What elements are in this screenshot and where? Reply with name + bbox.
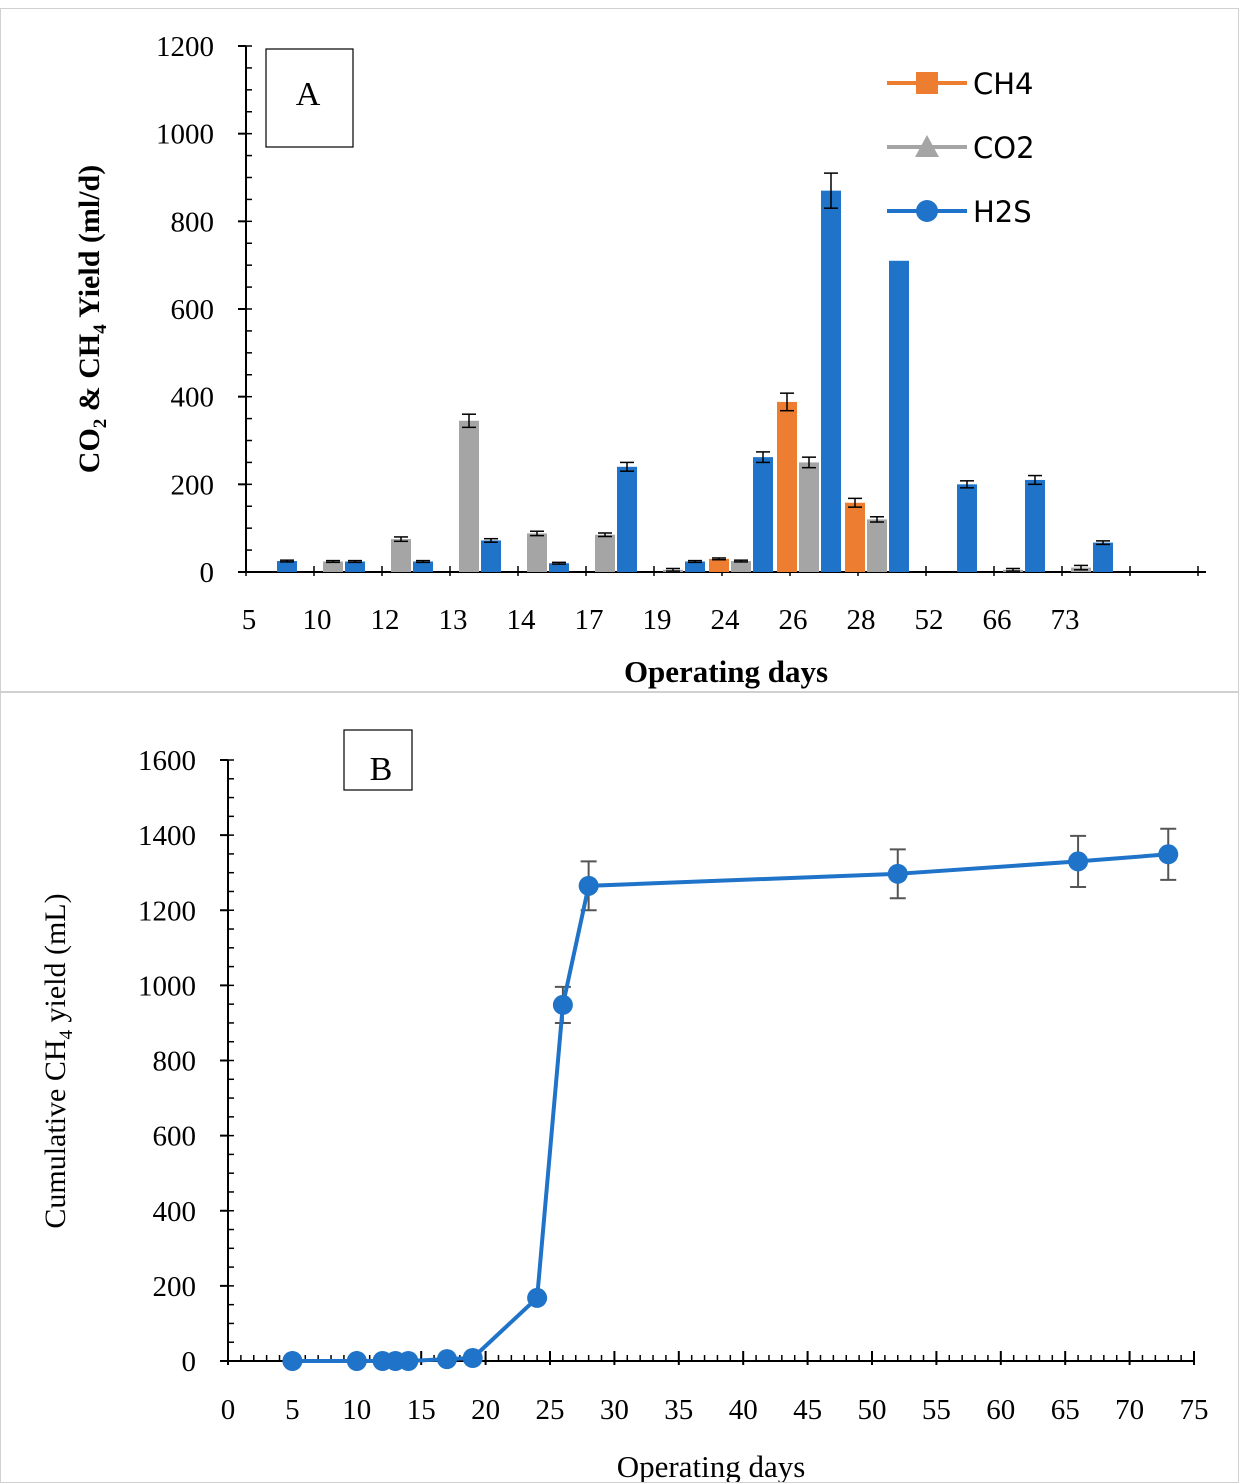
x-tick-label: 50	[858, 1394, 887, 1426]
x-tick-label: 17	[575, 604, 604, 636]
bar-ch4	[777, 401, 797, 572]
legend-marker-circle	[916, 200, 938, 222]
bar-ch4	[709, 558, 729, 572]
legend-marker-square	[916, 72, 938, 94]
x-tick-label: 25	[536, 1394, 565, 1426]
x-tick-label: 35	[664, 1394, 693, 1426]
x-tick-label: 13	[439, 604, 468, 636]
legend-label-h2s: H2S	[973, 195, 1032, 229]
bar-h2s	[549, 563, 569, 572]
x-tick-label: 66	[983, 604, 1012, 636]
x-tick-label: 15	[407, 1394, 436, 1426]
x-tick-label: 20	[471, 1394, 500, 1426]
bar-h2s	[413, 561, 433, 572]
legend-marker-triangle	[915, 135, 939, 157]
data-point	[527, 1287, 548, 1308]
y-tick-label: 600	[171, 294, 215, 326]
x-tick-label: 55	[922, 1394, 951, 1426]
x-tick-label: 65	[1051, 1394, 1080, 1426]
y-tick-label: 400	[153, 1196, 197, 1228]
y-tick-label: 1000	[156, 119, 214, 151]
data-point	[1068, 851, 1089, 872]
bar-h2s	[889, 260, 909, 572]
bar-co2	[731, 561, 751, 572]
y-tick-label: 0	[200, 557, 215, 589]
data-point	[282, 1351, 303, 1371]
y-tick-label: 1200	[138, 895, 196, 927]
x-tick-label: 0	[221, 1394, 236, 1426]
x-tick-label: 52	[915, 604, 944, 636]
chart-panel-b: 0 200 400 600 800 1000 1200 1400 1600 0 5 10 15 20 25 3…	[0, 692, 1239, 1483]
x-tick-label: 70	[1115, 1394, 1144, 1426]
x-tick-label: 24	[711, 604, 741, 636]
y-tick-label: 600	[153, 1121, 197, 1153]
y-tick-label: 1600	[138, 745, 196, 777]
bar-h2s	[1025, 479, 1045, 572]
x-tick-label: 5	[285, 1394, 300, 1426]
x-tick-label: 73	[1051, 604, 1080, 636]
x-tick-label: 45	[793, 1394, 822, 1426]
bar-h2s	[617, 466, 637, 572]
y-tick-label: 400	[171, 382, 215, 414]
y-tick-label: 1200	[156, 31, 214, 63]
legend-label-ch4: CH4	[973, 67, 1034, 101]
bar-co2	[799, 462, 819, 572]
bar-h2s	[821, 190, 841, 572]
data-point	[436, 1349, 457, 1370]
x-tick-label: 5	[242, 604, 257, 636]
bar-h2s	[277, 561, 297, 572]
data-point	[346, 1351, 367, 1371]
x-tick-label: 30	[600, 1394, 629, 1426]
x-tick-label: 60	[986, 1394, 1015, 1426]
y-tick-label: 0	[182, 1346, 197, 1378]
panel-label-box	[265, 48, 354, 148]
y-axis-title: CO2 & CH4 Yield (ml/d)	[73, 165, 111, 473]
bar-ch4	[845, 502, 865, 572]
y-tick-label: 1400	[138, 820, 196, 852]
panel-label-box	[343, 729, 413, 791]
y-tick-label: 1000	[138, 970, 196, 1002]
x-tick-label: 12	[371, 604, 400, 636]
bar-co2	[527, 533, 547, 572]
y-tick-label: 200	[153, 1271, 197, 1303]
bar-h2s	[1093, 542, 1113, 572]
panel-label: B	[370, 751, 393, 788]
bar-co2	[595, 534, 615, 572]
x-tick-label: 75	[1180, 1394, 1209, 1426]
bar-chart-a: 0 200 400 600 800 1000 1200 5 10 12 13 14 17 19 24 26 28…	[73, 31, 1206, 689]
x-axis-title: Operating days	[624, 654, 828, 689]
data-point	[1158, 844, 1179, 865]
bar-h2s	[481, 540, 501, 572]
panel-label: A	[296, 76, 321, 113]
y-axis-title: Cumulative CH4 yield (mL)	[39, 893, 77, 1228]
data-point	[552, 994, 573, 1015]
x-tick-label: 10	[303, 604, 332, 636]
line-chart-b: 0 200 400 600 800 1000 1200 1400 1600 0 5 10 15 20 25 3…	[39, 729, 1209, 1482]
y-tick-label: 800	[171, 206, 215, 238]
bar-h2s	[345, 561, 365, 572]
data-point	[887, 863, 908, 884]
bar-co2	[323, 561, 343, 572]
bar-h2s	[685, 561, 705, 572]
x-tick-label: 40	[729, 1394, 758, 1426]
x-tick-label: 26	[779, 604, 808, 636]
x-axis-title: Operating days	[617, 1449, 806, 1482]
data-point	[398, 1351, 419, 1371]
x-tick-label: 28	[847, 604, 876, 636]
bar-co2	[459, 420, 479, 572]
legend-label-co2: CO2	[973, 131, 1035, 165]
bar-co2	[867, 519, 887, 572]
x-tick-label: 14	[507, 604, 537, 636]
chart-panel-a: 0 200 400 600 800 1000 1200 5 10 12 13 14 17 19 24 26 28…	[0, 8, 1239, 692]
y-tick-label: 800	[153, 1046, 197, 1078]
x-tick-label: 19	[643, 604, 672, 636]
series-line	[292, 852, 1169, 1363]
bar-h2s	[957, 484, 977, 572]
y-tick-label: 200	[171, 469, 215, 501]
bar-co2	[391, 539, 411, 572]
data-point	[462, 1347, 483, 1368]
x-tick-label: 10	[342, 1394, 371, 1426]
bar-h2s	[753, 457, 773, 572]
data-point	[578, 875, 599, 896]
